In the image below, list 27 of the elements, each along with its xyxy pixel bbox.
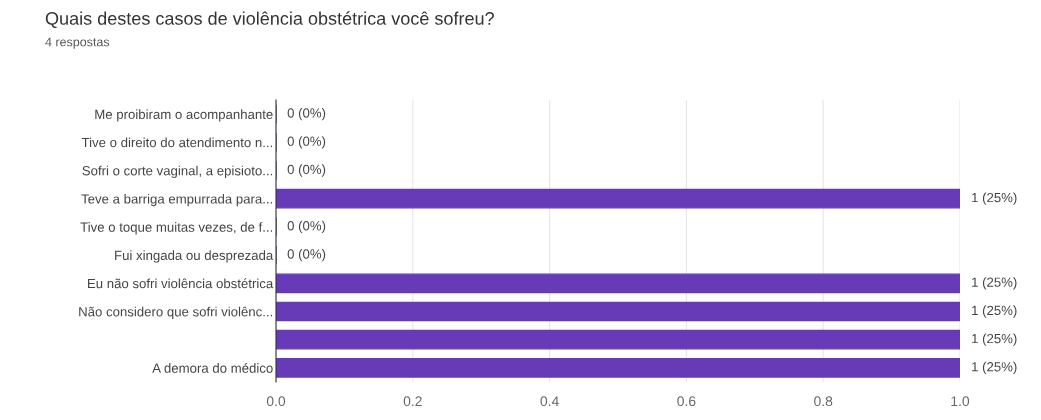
y-tick-label: Eu não sofri violência obstétrica — [88, 278, 274, 289]
data-label: 0 (0%) — [287, 136, 326, 149]
data-label: 1 (25%) — [972, 361, 1017, 375]
data-label: 1 (25%) — [972, 333, 1017, 346]
data-label: 1 (25%) — [972, 192, 1017, 205]
y-tick-label: A demora do médico — [152, 362, 273, 373]
y-tick-label: Sofri o corte vaginal, a episioto... — [82, 165, 273, 179]
data-label: 0 (0%) — [287, 107, 326, 121]
y-tick-label: Tive o toque muitas vezes, de f... — [80, 222, 273, 235]
y-tick-label: Tive o direito do atendimento n... — [81, 137, 273, 148]
x-tick-label: 0.0 — [266, 396, 286, 407]
data-label: 1 (25%) — [972, 277, 1017, 290]
x-tick-label: 1.0 — [951, 396, 970, 407]
data-label: 0 (0%) — [287, 164, 326, 177]
x-tick-label: 0.8 — [814, 396, 833, 407]
data-label: 0 (0%) — [287, 248, 326, 262]
x-tick-label: 0.6 — [677, 396, 696, 407]
y-tick-label: Teve a barriga empurrada para... — [81, 193, 273, 207]
chart-title: Quais destes casos de violência obstétrica você sofreu? — [45, 11, 494, 29]
data-label: 0 (0%) — [287, 220, 326, 234]
x-tick-label: 0.4 — [540, 396, 559, 407]
y-tick-label: Não considero que sofri violênc... — [79, 306, 273, 320]
text: 4 respostas — [45, 37, 110, 49]
x-tick-label: 0.2 — [403, 396, 422, 407]
y-tick-label: Me proibiram o acompanhante — [95, 109, 273, 122]
data-label: 1 (25%) — [972, 305, 1017, 318]
y-tick-label: Fui xingada ou desprezada — [115, 250, 274, 263]
